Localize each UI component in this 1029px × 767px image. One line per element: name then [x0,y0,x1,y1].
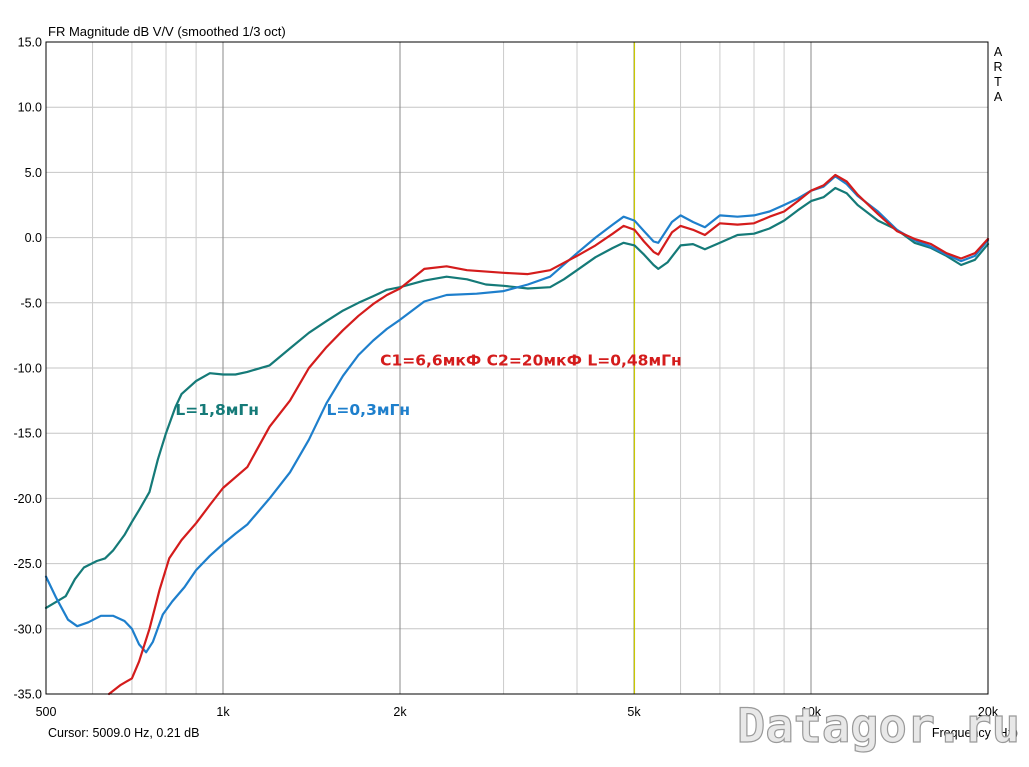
x-axis-label: Frequency (Hz) [932,726,1018,740]
y-tick-label: 5.0 [25,166,42,180]
side-label-letter: T [994,75,1002,89]
plot-frame [45,41,989,695]
x-tick-label: 10k [801,705,822,719]
side-label-letter: A [994,90,1003,104]
annotations: C1=6,6мкФ C2=20мкФ L=0,48мГн L=1,8мГн L=0,… [175,351,681,419]
x-tick-label: 5k [627,705,641,719]
x-tick-label: 1k [216,705,230,719]
y-tick-labels: 15.0 10.0 5.0 0.0 -5.0 -10.0 -15.0 -20.0 -25.0 -3… [14,36,43,702]
y-tick-label: -35.0 [14,688,43,702]
y-tick-label: -25.0 [14,557,43,571]
cursor-readout: Cursor: 5009.0 Hz, 0.21 dB [48,726,199,740]
x-tick-labels: 500 1k 2k 5k 10k 20k [36,705,999,719]
y-tick-label: 10.0 [18,101,42,115]
chart-title: FR Magnitude dB V/V (smoothed 1/3 oct) [48,24,286,39]
series-annotation: L=0,3мГн [327,401,411,419]
y-tick-label: -10.0 [14,362,43,376]
series-line [107,173,990,696]
side-label-letter: A [994,45,1003,59]
series-annotation: C1=6,6мкФ C2=20мкФ L=0,48мГн [380,351,682,369]
y-tick-label: 0.0 [25,231,42,245]
datagor-watermark: Datagor.ru [737,699,1020,754]
y-tick-label: 15.0 [18,36,42,50]
series-annotation: L=1,8мГн [175,401,259,419]
y-tick-label: -5.0 [20,296,42,310]
x-tick-label: 20k [978,705,999,719]
side-label-letter: R [993,60,1002,74]
y-tick-label: -20.0 [14,492,43,506]
series-layer [44,173,990,696]
x-tick-label: 2k [393,705,407,719]
y-tick-label: -15.0 [14,427,43,441]
x-tick-label: 500 [36,705,57,719]
y-tick-label: -30.0 [14,622,43,636]
